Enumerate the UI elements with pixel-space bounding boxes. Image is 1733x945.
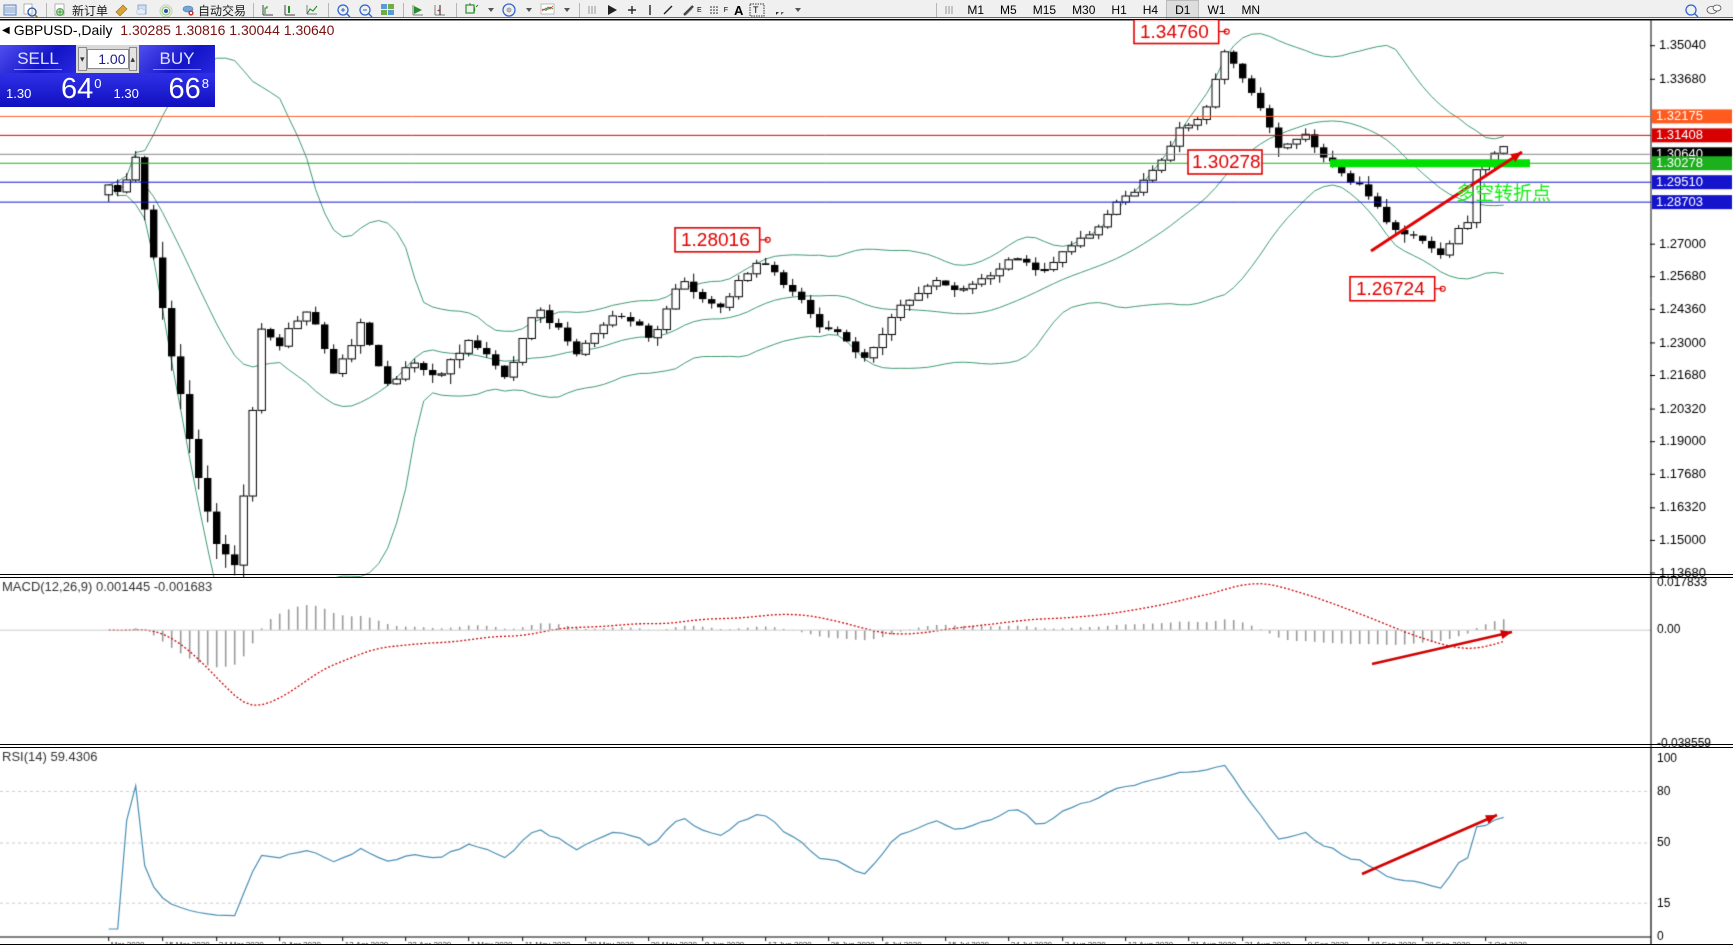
svg-text:T: T [753, 5, 759, 15]
